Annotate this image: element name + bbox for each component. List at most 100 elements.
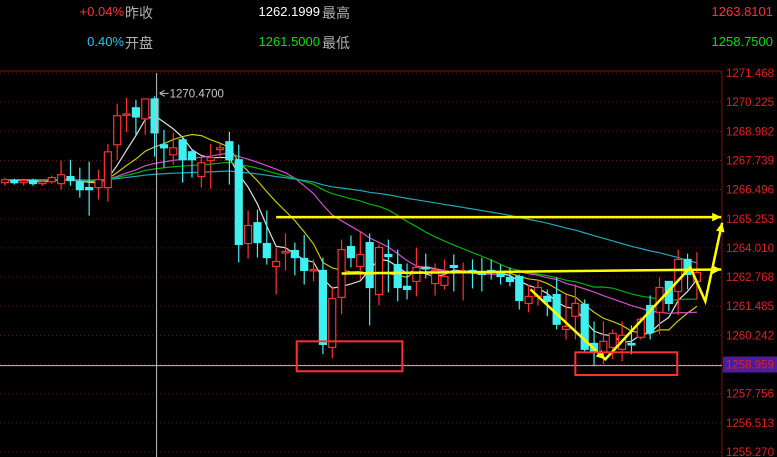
change-pct: +0.04%: [79, 4, 124, 19]
candle: [56, 160, 66, 190]
low-value: 1258.7500: [711, 34, 773, 49]
candle-body: [56, 174, 66, 185]
candle: [552, 277, 561, 330]
candle-body: [215, 147, 225, 151]
candle-body: [281, 250, 290, 254]
candle: [244, 210, 253, 259]
candle: [561, 294, 571, 340]
candle: [159, 129, 169, 168]
candle-body: [402, 285, 412, 290]
candle-body: [543, 295, 552, 302]
candle-body: [94, 179, 103, 189]
candle-body: [262, 242, 271, 259]
y-tick-label: 1256.513: [726, 418, 774, 430]
candle: [225, 131, 234, 185]
candle: [318, 257, 327, 355]
candle: [384, 239, 393, 293]
candle-body: [131, 107, 140, 118]
candle-body: [197, 162, 206, 178]
candle: [206, 143, 215, 189]
candle-body: [524, 295, 533, 305]
moving-average-20-line: [4, 152, 697, 315]
candle-body: [674, 258, 683, 293]
candle-body: [113, 115, 122, 146]
candle-body: [10, 179, 19, 184]
candle: [141, 98, 150, 135]
y-tick-label: 1258.959: [726, 360, 774, 372]
candle-body: [159, 144, 169, 149]
candle: [169, 132, 178, 165]
candle: [431, 263, 440, 296]
candle: [178, 137, 187, 183]
candle-body: [187, 151, 197, 161]
candle-body: [318, 269, 327, 345]
moving-average-10-line: [4, 133, 698, 335]
arrow-head-icon: [712, 212, 722, 222]
candle-body: [627, 342, 636, 346]
candle-body: [66, 176, 75, 182]
candle-body: [103, 151, 112, 189]
candle: [85, 161, 94, 216]
candle: [402, 263, 412, 300]
candle-body: [309, 268, 318, 272]
candle-body: [571, 302, 580, 317]
candle: [328, 286, 337, 359]
candle: [38, 179, 47, 186]
candle: [505, 267, 514, 287]
candle: [337, 239, 346, 315]
candle-body: [356, 253, 365, 268]
candle: [122, 97, 131, 132]
candle-body: [608, 332, 617, 349]
candle: [187, 149, 197, 178]
candle-body: [272, 260, 281, 268]
y-tick-label: 1261.485: [726, 301, 774, 313]
candle: [253, 209, 262, 258]
candle: [272, 247, 281, 295]
amplitude-pct: 0.40%: [87, 34, 124, 49]
arrow-head-icon: [712, 265, 722, 274]
y-tick-label: 1257.756: [726, 389, 774, 401]
candle-body: [28, 179, 38, 185]
open-label: 开盘: [125, 35, 153, 51]
y-tick-label: 1266.496: [726, 185, 774, 197]
high-label: 最高: [322, 5, 350, 21]
y-tick-label: 1268.982: [726, 126, 774, 138]
candle-body: [515, 275, 524, 301]
high-marker-label: 1270.4700: [170, 88, 224, 100]
y-tick-label: 1270.225: [726, 97, 774, 109]
open-value: 1261.5000: [258, 34, 320, 49]
candle-body: [75, 181, 84, 191]
candle-body: [412, 266, 421, 283]
high-value: 1263.8101: [711, 4, 773, 19]
candle-body: [85, 187, 94, 191]
candle-body: [440, 275, 449, 287]
y-tick-label: 1271.468: [726, 68, 774, 80]
candle: [0, 177, 10, 186]
y-tick-label: 1267.739: [726, 155, 774, 167]
arrow-head-icon: [595, 350, 606, 360]
candle: [103, 143, 112, 202]
y-tick-label: 1265.253: [726, 214, 774, 226]
candle-body: [169, 147, 178, 156]
candle-body: [552, 293, 561, 325]
candle: [197, 156, 206, 188]
candle: [646, 295, 655, 340]
prev-close-value: 1262.1999: [258, 4, 320, 19]
candle-body: [47, 176, 56, 183]
arrow-head-icon: [716, 222, 725, 233]
y-tick-label: 1255.270: [726, 447, 774, 457]
candle: [608, 329, 617, 360]
candle-body: [178, 139, 187, 161]
candle: [459, 262, 468, 301]
candle: [580, 299, 589, 352]
candle-body: [496, 272, 505, 278]
candle: [664, 280, 673, 312]
candle: [543, 289, 552, 317]
candle-body: [365, 241, 374, 289]
support-zone-box: [295, 340, 404, 373]
candle: [75, 167, 84, 198]
candle-body: [225, 141, 234, 161]
candle-body: [122, 113, 131, 116]
candle-body: [253, 222, 262, 244]
